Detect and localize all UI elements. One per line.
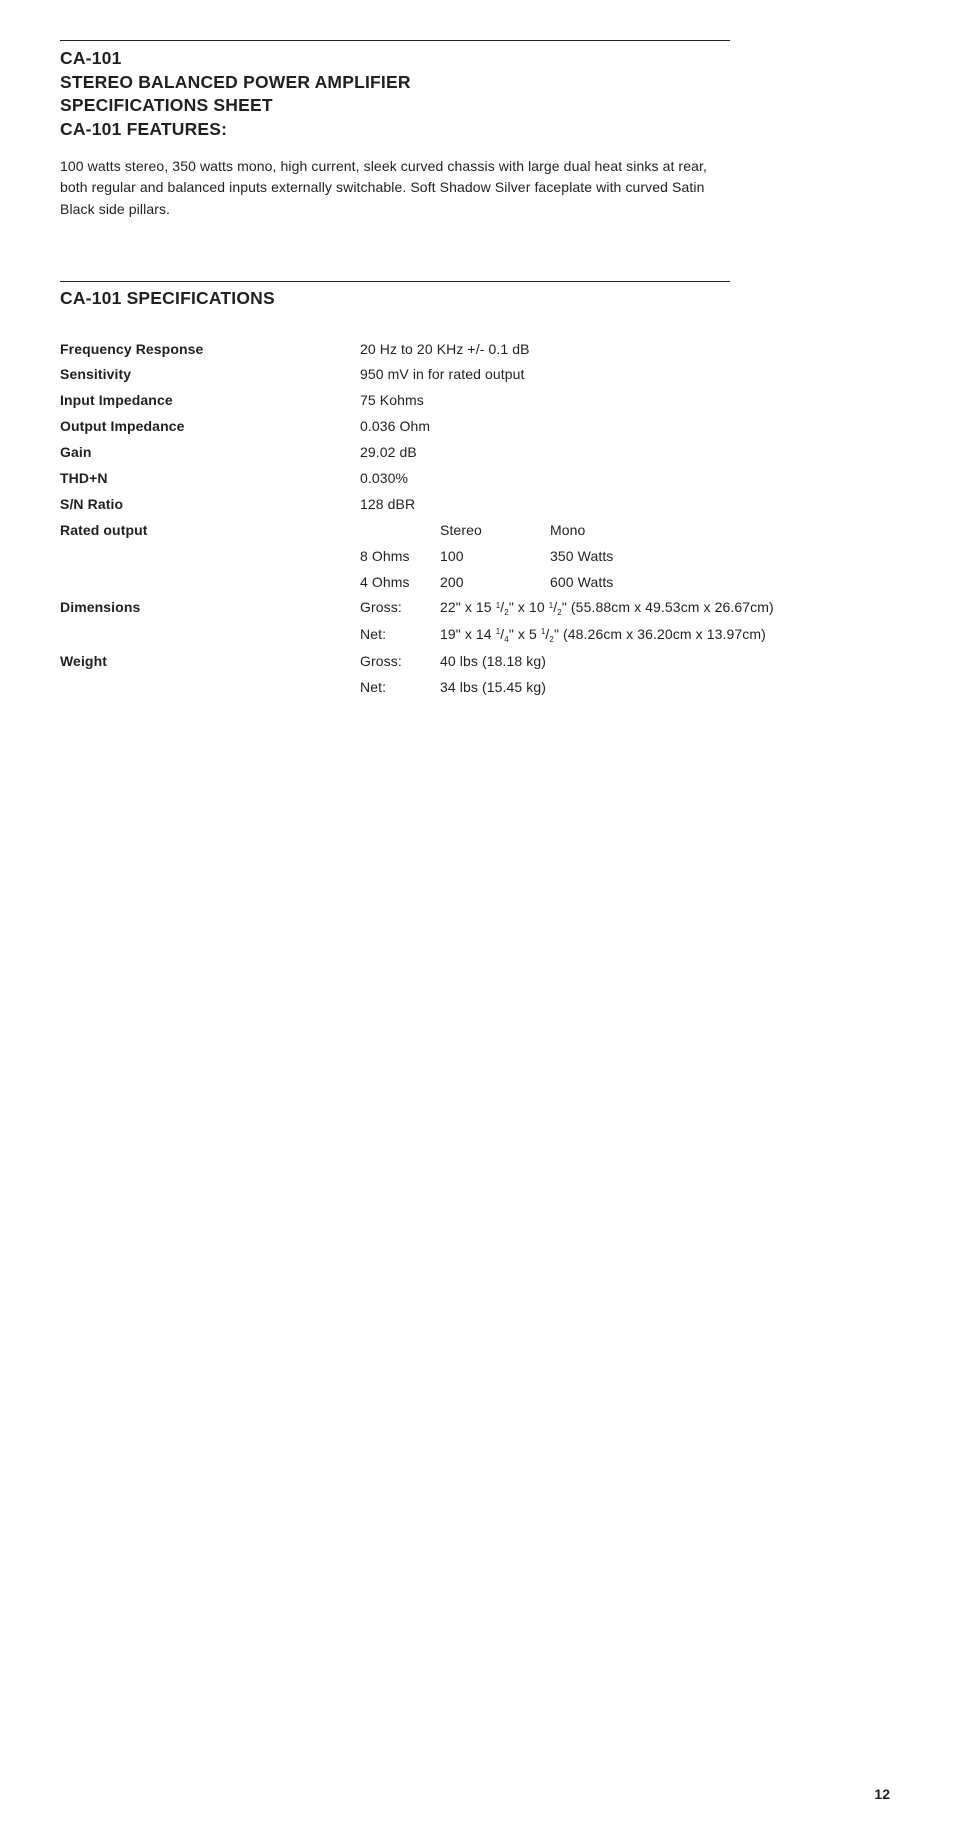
spec-label: Frequency Response xyxy=(60,337,360,363)
weight-net-label: Net: xyxy=(360,675,440,701)
product-title: STEREO BALANCED POWER AMPLIFIER xyxy=(60,71,900,95)
spec-label: Weight xyxy=(60,649,360,701)
frac-den: 2 xyxy=(549,635,554,644)
spec-row-sn-ratio: S/N Ratio 128 dBR xyxy=(60,492,900,518)
dim-gross-label: Gross: xyxy=(360,595,440,622)
weight-gross-value: 40 lbs (18.18 kg) xyxy=(440,649,900,675)
frac-num: 1 xyxy=(496,601,501,610)
spec-row-gain: Gain 29.02 dB xyxy=(60,440,900,466)
spec-label: THD+N xyxy=(60,466,360,492)
spec-row-dimensions: Dimensions Gross: 22" x 15 1/2" x 10 1/2… xyxy=(60,595,900,648)
spec-value-dimensions: Gross: 22" x 15 1/2" x 10 1/2" (55.88cm … xyxy=(360,595,900,648)
dim-net-value: 19" x 14 1/4" x 5 1/2" (48.26cm x 36.20c… xyxy=(440,622,900,649)
spec-row-rated-output: Rated output Stereo Mono 8 Ohms 100 350 … xyxy=(60,518,900,596)
frac-den: 4 xyxy=(504,635,509,644)
spec-label: S/N Ratio xyxy=(60,492,360,518)
features-heading: CA-101 FEATURES: xyxy=(60,118,900,142)
model-code: CA-101 xyxy=(60,47,900,71)
rated-output-blank xyxy=(360,518,440,544)
spec-label: Rated output xyxy=(60,518,360,596)
spec-row-sensitivity: Sensitivity 950 mV in for rated output xyxy=(60,362,900,388)
weight-net-value: 34 lbs (15.45 kg) xyxy=(440,675,900,701)
spec-row-thd-n: THD+N 0.030% xyxy=(60,466,900,492)
spec-value-rated-output: Stereo Mono 8 Ohms 100 350 Watts 4 Ohms … xyxy=(360,518,900,596)
spec-value: 128 dBR xyxy=(360,492,900,518)
spec-label: Sensitivity xyxy=(60,362,360,388)
specs-section-title: CA-101 SPECIFICATIONS xyxy=(60,288,900,309)
spec-label: Gain xyxy=(60,440,360,466)
spec-label: Output Impedance xyxy=(60,414,360,440)
dim-net-prefix: 19" x 14 xyxy=(440,626,496,642)
weight-gross-label: Gross: xyxy=(360,649,440,675)
rated-output-stereo: 100 xyxy=(440,544,550,570)
spec-label: Dimensions xyxy=(60,595,360,648)
rated-output-mono: 600 Watts xyxy=(550,570,700,596)
dim-net-label: Net: xyxy=(360,622,440,649)
spec-value-weight: Gross: 40 lbs (18.18 kg) Net: 34 lbs (15… xyxy=(360,649,900,701)
spec-row-input-impedance: Input Impedance 75 Kohms xyxy=(60,388,900,414)
top-rule xyxy=(60,40,730,41)
frac-num: 1 xyxy=(541,627,546,636)
features-body: 100 watts stereo, 350 watts mono, high c… xyxy=(60,156,730,221)
dim-gross-mid: " x 10 xyxy=(509,599,549,615)
spec-value: 20 Hz to 20 KHz +/- 0.1 dB xyxy=(360,337,900,363)
frac-den: 2 xyxy=(504,608,509,617)
spec-row-frequency-response: Frequency Response 20 Hz to 20 KHz +/- 0… xyxy=(60,337,900,363)
sheet-title: SPECIFICATIONS SHEET xyxy=(60,94,900,118)
rated-output-col-mono: Mono xyxy=(550,518,700,544)
dim-net-suffix: " (48.26cm x 36.20cm x 13.97cm) xyxy=(554,626,766,642)
spec-value: 950 mV in for rated output xyxy=(360,362,900,388)
frac-den: 2 xyxy=(557,608,562,617)
header-block: CA-101 STEREO BALANCED POWER AMPLIFIER S… xyxy=(60,47,900,142)
dim-net-mid: " x 5 xyxy=(509,626,541,642)
rated-output-mono: 350 Watts xyxy=(550,544,700,570)
spec-value: 0.030% xyxy=(360,466,900,492)
frac-num: 1 xyxy=(496,627,501,636)
specs-table: Frequency Response 20 Hz to 20 KHz +/- 0… xyxy=(60,337,900,701)
spec-label: Input Impedance xyxy=(60,388,360,414)
rated-output-impedance: 8 Ohms xyxy=(360,544,440,570)
rated-output-impedance: 4 Ohms xyxy=(360,570,440,596)
rated-output-stereo: 200 xyxy=(440,570,550,596)
dim-gross-suffix: " (55.88cm x 49.53cm x 26.67cm) xyxy=(562,599,774,615)
spec-value: 75 Kohms xyxy=(360,388,900,414)
spec-value: 0.036 Ohm xyxy=(360,414,900,440)
spec-value: 29.02 dB xyxy=(360,440,900,466)
frac-num: 1 xyxy=(549,601,554,610)
rated-output-col-stereo: Stereo xyxy=(440,518,550,544)
mid-rule xyxy=(60,281,730,282)
dim-gross-value: 22" x 15 1/2" x 10 1/2" (55.88cm x 49.53… xyxy=(440,595,900,622)
spec-row-weight: Weight Gross: 40 lbs (18.18 kg) Net: 34 … xyxy=(60,649,900,701)
dim-gross-prefix: 22" x 15 xyxy=(440,599,496,615)
spec-row-output-impedance: Output Impedance 0.036 Ohm xyxy=(60,414,900,440)
page-number: 12 xyxy=(874,1786,890,1802)
